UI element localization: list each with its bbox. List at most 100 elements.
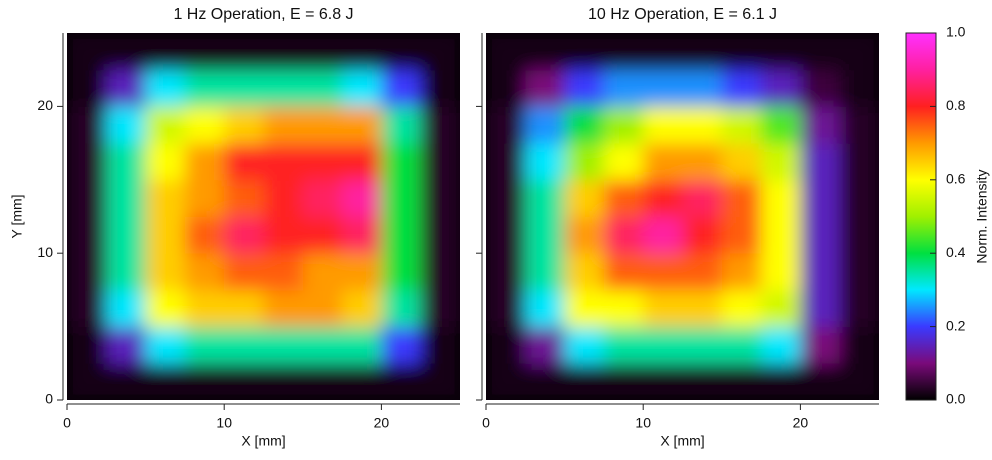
heatmap-cell bbox=[761, 290, 801, 327]
heatmap-cell bbox=[67, 290, 107, 327]
heatmap-cell bbox=[604, 363, 644, 400]
colorbar bbox=[906, 33, 936, 400]
heatmap-cell bbox=[722, 180, 762, 217]
heatmap-cell bbox=[67, 217, 107, 254]
heatmap-cell bbox=[683, 70, 723, 107]
heatmap-cell bbox=[381, 180, 421, 217]
heatmap-cell bbox=[486, 143, 526, 180]
heatmap-cell bbox=[224, 290, 264, 327]
heatmap-cell bbox=[604, 106, 644, 143]
heatmap-cell bbox=[224, 33, 264, 70]
heatmap-cell bbox=[761, 327, 801, 364]
heatmap-cell bbox=[761, 253, 801, 290]
heatmap-cell bbox=[303, 327, 343, 364]
heatmap-cell bbox=[683, 180, 723, 217]
heatmap-cell bbox=[67, 106, 107, 143]
heatmap-cell bbox=[303, 106, 343, 143]
colorbar-label: Norm. Intensity bbox=[974, 169, 990, 263]
heatmap-cell bbox=[146, 290, 186, 327]
heatmap-cell bbox=[224, 253, 264, 290]
heatmap-cell bbox=[342, 70, 382, 107]
heatmap-cell bbox=[840, 106, 880, 143]
heatmap-cell bbox=[342, 217, 382, 254]
heatmap-cell bbox=[185, 143, 225, 180]
x-tick-label: 10 bbox=[216, 415, 232, 431]
heatmap-cell bbox=[683, 106, 723, 143]
heatmap-cell bbox=[146, 70, 186, 107]
heatmap-cell bbox=[604, 290, 644, 327]
heatmap-cell bbox=[486, 70, 526, 107]
heatmap-cell bbox=[146, 253, 186, 290]
heatmap-cell bbox=[840, 253, 880, 290]
colorbar-tick-label: 0.0 bbox=[946, 391, 966, 407]
heatmap-cell bbox=[800, 290, 840, 327]
heatmap-cell bbox=[683, 290, 723, 327]
heatmap-cell bbox=[185, 253, 225, 290]
heatmap-cell bbox=[525, 253, 565, 290]
heatmap-cell bbox=[800, 363, 840, 400]
heatmap-cell bbox=[643, 290, 683, 327]
colorbar-tick-label: 0.8 bbox=[946, 97, 966, 113]
heatmap-cell bbox=[761, 363, 801, 400]
heatmap-cell bbox=[722, 253, 762, 290]
heatmap-cell bbox=[525, 106, 565, 143]
heatmap-cell bbox=[421, 180, 461, 217]
heatmap-cell bbox=[342, 143, 382, 180]
heatmap-cell bbox=[604, 253, 644, 290]
heatmap-cell bbox=[604, 70, 644, 107]
x-tick-label: 20 bbox=[374, 415, 390, 431]
heatmap-cell bbox=[486, 253, 526, 290]
heatmap-cell bbox=[643, 70, 683, 107]
heatmap-cell bbox=[146, 143, 186, 180]
heatmap-cell bbox=[643, 217, 683, 254]
colorbar-tick-label: 0.2 bbox=[946, 317, 966, 333]
y-tick-label: 20 bbox=[37, 97, 53, 113]
heatmap-cells bbox=[486, 33, 880, 401]
heatmap-cell bbox=[185, 180, 225, 217]
heatmap-cell bbox=[421, 290, 461, 327]
heatmap-cell bbox=[106, 143, 146, 180]
heatmap-cell bbox=[565, 180, 605, 217]
chart-title: 1 Hz Operation, E = 6.8 J bbox=[173, 6, 353, 23]
heatmap-cell bbox=[185, 290, 225, 327]
heatmap-cell bbox=[683, 143, 723, 180]
heatmap-cell bbox=[224, 363, 264, 400]
heatmap-cell bbox=[643, 180, 683, 217]
heatmap-cell bbox=[224, 217, 264, 254]
heatmap-cell bbox=[525, 143, 565, 180]
heatmap-cell bbox=[565, 363, 605, 400]
heatmap-cell bbox=[565, 143, 605, 180]
heatmap-cell bbox=[565, 33, 605, 70]
heatmap bbox=[67, 33, 461, 401]
heatmap-cell bbox=[486, 180, 526, 217]
heatmap-cell bbox=[224, 143, 264, 180]
y-axis-label: Y [mm] bbox=[9, 194, 25, 238]
heatmap-cell bbox=[486, 363, 526, 400]
heatmap-cell bbox=[185, 363, 225, 400]
heatmap-cell bbox=[421, 327, 461, 364]
heatmap-cell bbox=[604, 143, 644, 180]
heatmap-cell bbox=[643, 33, 683, 70]
heatmap-cell bbox=[381, 143, 421, 180]
heatmap-cell bbox=[761, 180, 801, 217]
heatmap-cell bbox=[106, 217, 146, 254]
heatmap-cell bbox=[683, 33, 723, 70]
heatmap-cell bbox=[146, 180, 186, 217]
heatmap-cell bbox=[264, 290, 304, 327]
heatmap-cell bbox=[761, 33, 801, 70]
heatmap-cell bbox=[722, 217, 762, 254]
heatmap-cell bbox=[421, 70, 461, 107]
heatmap-cell bbox=[683, 217, 723, 254]
heatmap-cell bbox=[146, 33, 186, 70]
heatmap-cell bbox=[722, 290, 762, 327]
heatmap-cell bbox=[643, 143, 683, 180]
heatmap-cell bbox=[185, 70, 225, 107]
heatmap-cell bbox=[146, 327, 186, 364]
heatmap-cell bbox=[565, 327, 605, 364]
x-tick-label: 10 bbox=[635, 415, 651, 431]
heatmap-cell bbox=[342, 363, 382, 400]
x-tick-label: 20 bbox=[793, 415, 809, 431]
heatmap-cell bbox=[381, 253, 421, 290]
heatmap-cell bbox=[761, 143, 801, 180]
heatmap-cell bbox=[264, 70, 304, 107]
